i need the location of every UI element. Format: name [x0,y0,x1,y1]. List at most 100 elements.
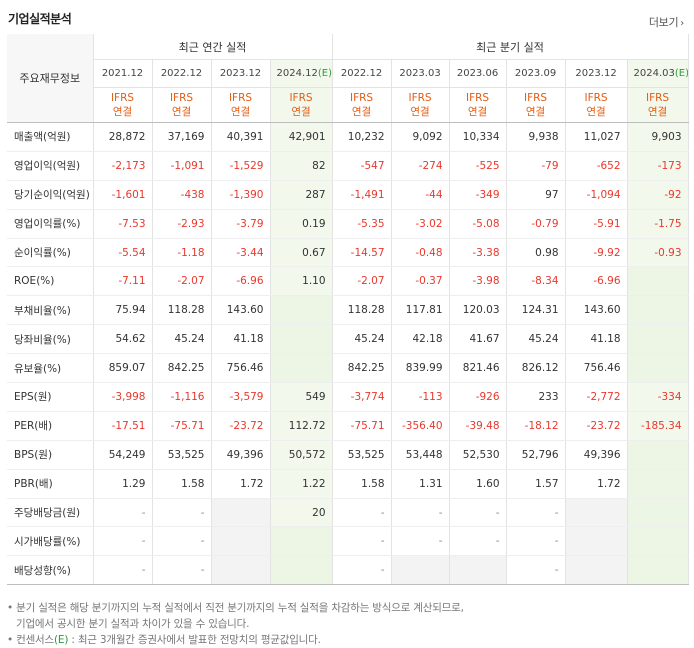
quarter-value-cell: 839.99 [391,353,450,384]
quarter-value-cell: -2,772 [565,382,628,412]
quarter-value-cell: -356.40 [391,411,450,441]
table-row: ROE(%) -7.11 -2.07 -6.96 1.10 -2.07 -0.37 -3.98… [7,266,689,297]
section-header: 기업실적분석 더보기 › [0,0,694,34]
quarter-value-cell: -274 [391,151,450,181]
quarter-value-cell: -5.35 [331,208,392,239]
annual-value-cell [270,555,333,586]
annual-value-cell: -3,998 [93,382,153,412]
row-label: 영업이익(억원) [7,151,94,181]
quarter-value-cell: 842.25 [331,353,392,384]
quarter-period-header: 2023.12 [565,59,628,88]
annual-group-header: 최근 연간 실적 [93,34,333,60]
quarter-value-cell [565,526,628,557]
chevron-right-icon: › [680,18,684,29]
quarter-value-cell [627,440,689,470]
annual-period-header: 2023.12 [211,59,271,88]
annual-value-cell: 82 [270,151,333,181]
annual-value-cell: 287 [270,180,333,210]
quarter-value-cell [627,324,689,355]
quarter-value-cell: -6.96 [565,266,628,297]
quarter-period-header: 2023.06 [449,59,507,88]
quarter-value-cell: 1.72 [565,469,628,499]
quarter-value-cell [627,469,689,499]
quarter-value-cell: 233 [506,382,566,412]
annual-value-cell [211,555,271,586]
quarter-value-cell: 52,796 [506,440,566,470]
quarter-value-cell: -79 [506,151,566,181]
annual-value-cell: -2,173 [93,151,153,181]
more-link[interactable]: 더보기 › [649,14,684,30]
basis-header: IFRS 연결 [211,87,271,123]
row-label: 순이익률(%) [7,238,94,268]
row-label: 당기순이익(억원) [7,180,94,210]
quarter-value-cell: 821.46 [449,353,507,384]
annual-value-cell: 1.10 [270,266,333,297]
quarter-value-cell: 826.12 [506,353,566,384]
quarter-value-cell: -3.98 [449,266,507,297]
annual-value-cell [270,526,333,557]
quarter-value-cell: 143.60 [565,295,628,326]
annual-value-cell: 28,872 [93,122,153,152]
annual-value-cell: -3,579 [211,382,271,412]
annual-value-cell [211,497,271,528]
annual-value-cell: - [93,555,153,586]
basis-header: IFRS 연결 [331,87,392,123]
table-row: 영업이익(억원) -2,173 -1,091 -1,529 82 -547 -274 -525… [7,151,689,181]
quarter-value-cell [627,353,689,384]
quarter-value-cell: 118.28 [331,295,392,326]
footnote-1-cont: 기업에서 공시한 분기 실적과 차이가 있을 수 있습니다. [16,618,250,630]
quarter-value-cell [627,526,689,557]
row-header: 주요재무정보 [7,34,94,123]
quarter-value-cell: -547 [331,151,392,181]
footnote-2: • 컨센서스(E) : 최근 3개월간 증권사에서 발표한 전망치의 평균값입니… [7,634,321,646]
annual-value-cell: 118.28 [152,295,212,326]
quarter-value-cell: - [331,526,392,557]
row-label: EPS(원) [7,382,94,412]
annual-period-header: 2021.12 [93,59,153,88]
row-label: PER(배) [7,411,94,441]
quarter-value-cell: 756.46 [565,353,628,384]
quarter-value-cell: - [449,497,507,528]
quarter-value-cell: - [391,526,450,557]
quarter-value-cell: 9,903 [627,122,689,152]
annual-value-cell: - [93,526,153,557]
table-row: 시가배당률(%) - - - - - - [7,526,689,557]
quarter-value-cell [627,295,689,326]
table-row: 부채비율(%) 75.94 118.28 143.60 118.28 117.81 120.… [7,295,689,326]
quarter-value-cell: 117.81 [391,295,450,326]
quarter-period-header: 2022.12 [331,59,392,88]
annual-value-cell: 143.60 [211,295,271,326]
quarter-value-cell: 1.60 [449,469,507,499]
quarter-value-cell: 53,448 [391,440,450,470]
annual-value-cell: 1.58 [152,469,212,499]
annual-value-cell: -6.96 [211,266,271,297]
table-row: 당좌비율(%) 54.62 45.24 41.18 45.24 42.18 41.67 45.… [7,324,689,355]
basis-header: IFRS 연결 [270,87,333,123]
quarter-value-cell: - [331,497,392,528]
quarter-value-cell: 41.18 [565,324,628,355]
row-label: BPS(원) [7,440,94,470]
quarter-value-cell: -5.08 [449,208,507,239]
table-row: PBR(배) 1.29 1.58 1.72 1.22 1.58 1.31 1.60 1.57 1.… [7,469,689,499]
quarter-value-cell: -1,094 [565,180,628,210]
annual-period-header: 2022.12 [152,59,212,88]
quarter-value-cell: -5.91 [565,208,628,239]
annual-value-cell: -438 [152,180,212,210]
annual-value-cell: 1.22 [270,469,333,499]
quarter-value-cell: -0.48 [391,238,450,268]
row-label: 시가배당률(%) [7,526,94,557]
annual-value-cell: 756.46 [211,353,271,384]
annual-value-cell: 41.18 [211,324,271,355]
more-label[interactable]: 더보기 [648,16,679,29]
annual-value-cell: -23.72 [211,411,271,441]
table-row: 당기순이익(억원) -1,601 -438 -1,390 287 -1,491 -44 -34… [7,180,689,210]
quarter-value-cell: 49,396 [565,440,628,470]
annual-value-cell: 549 [270,382,333,412]
annual-value-cell: -1,529 [211,151,271,181]
quarter-value-cell: -92 [627,180,689,210]
annual-value-cell: -1,091 [152,151,212,181]
quarter-value-cell [565,555,628,586]
annual-value-cell: - [152,497,212,528]
quarter-value-cell: - [331,555,392,586]
annual-value-cell: 54,249 [93,440,153,470]
